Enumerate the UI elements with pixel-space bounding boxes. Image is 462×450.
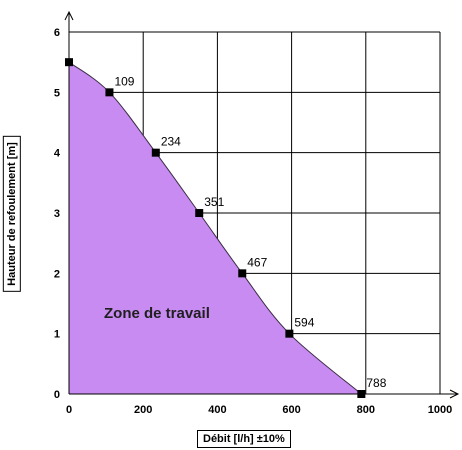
y-tick-label: 5 [54, 87, 60, 99]
x-tick-label: 400 [208, 404, 226, 416]
data-point-marker [195, 209, 204, 217]
data-point-label: 234 [161, 135, 181, 149]
x-axis-arrow [449, 389, 460, 399]
x-tick-label: 600 [282, 404, 300, 416]
axes [64, 10, 460, 399]
data-point-label: 594 [294, 316, 314, 330]
x-tick-label: 800 [357, 404, 375, 416]
data-point-marker [285, 329, 294, 338]
data-point-label: 351 [204, 195, 224, 209]
y-tick-label: 2 [54, 268, 60, 280]
data-point-label: 788 [366, 376, 386, 390]
y-axis-arrow [64, 10, 74, 21]
y-tick-label: 1 [54, 329, 60, 341]
x-tick-label: 0 [66, 404, 72, 416]
data-point-label: 109 [114, 74, 134, 88]
data-point-marker [357, 390, 366, 398]
y-tick-label: 4 [54, 148, 61, 160]
data-markers [65, 58, 366, 398]
working-zone-area [69, 62, 362, 395]
y-tick-label: 0 [54, 389, 60, 401]
data-point-marker [105, 88, 114, 97]
y-tick-label: 6 [54, 27, 60, 39]
zone-annotation: Zone de travail [104, 305, 210, 322]
x-tick-label: 1000 [428, 404, 452, 416]
x-axis-label: Débit [l/h] ±10% [197, 430, 291, 448]
data-point-marker [151, 148, 160, 157]
data-labels: 109 234 351 467 594 788 [114, 74, 386, 390]
y-axis-label: Hauteur de refoulement [m] [2, 136, 21, 292]
data-point-marker [238, 269, 247, 278]
data-point-marker [65, 58, 73, 67]
x-tick-label: 200 [134, 404, 152, 416]
data-point-label: 467 [247, 255, 267, 269]
y-tick-label: 3 [54, 208, 60, 220]
